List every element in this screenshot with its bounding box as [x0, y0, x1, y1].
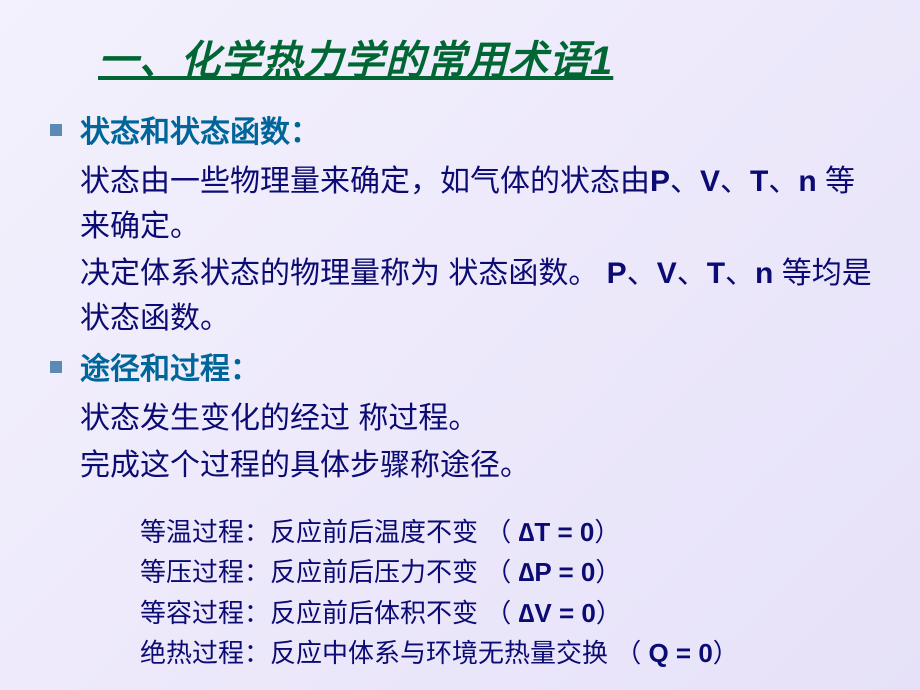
section-2-para-1: 状态发生变化的经过 称过程。 — [80, 396, 880, 441]
process-line-1: 等温过程：反应前后温度不变 （ ∆T = 0） — [140, 512, 880, 552]
process-line-4: 绝热过程：反应中体系与环境无热量交换 （ Q = 0） — [140, 633, 880, 673]
slide-title: 一、化学热力学的常用术语1 — [98, 28, 880, 86]
text: 状态由一些物理量来确定，如气体的状态由P、V、T、n 等来确定。 — [80, 165, 855, 243]
slide: 一、化学热力学的常用术语1 状态和状态函数： 状态由一些物理量来确定，如气体的状… — [0, 0, 920, 690]
section-1-para-1: 状态由一些物理量来确定，如气体的状态由P、V、T、n 等来确定。 — [80, 159, 880, 249]
process-close: ） — [595, 557, 621, 587]
process-close: ） — [596, 598, 622, 628]
bullet-icon — [50, 361, 62, 373]
process-name: 等压过程： — [140, 557, 270, 587]
process-line-2: 等压过程：反应前后压力不变 （ ∆P = 0） — [140, 552, 880, 592]
process-name: 等温过程： — [140, 517, 270, 547]
process-close: ） — [594, 517, 620, 547]
process-eq: ∆P = 0 — [511, 557, 595, 587]
process-name: 绝热过程： — [140, 638, 270, 668]
process-desc: 反应前后体积不变 （ — [270, 598, 511, 628]
process-desc: 反应中体系与环境无热量交换 （ — [270, 638, 641, 668]
process-desc: 反应前后压力不变 （ — [270, 557, 511, 587]
process-block: 等温过程：反应前后温度不变 （ ∆T = 0） 等压过程：反应前后压力不变 （ … — [140, 512, 880, 673]
process-eq: Q = 0 — [641, 638, 713, 668]
section-label-2: 途径和过程： — [80, 347, 260, 392]
section-label-1: 状态和状态函数： — [80, 110, 320, 155]
bullet-row-1: 状态和状态函数： — [40, 110, 880, 155]
text: 决定体系状态的物理量称为 状态函数。 P、V、T、n 等均是状态函数。 — [80, 257, 872, 335]
process-close: ） — [713, 638, 739, 668]
process-eq: ∆T = 0 — [511, 517, 594, 547]
section-1-para-2: 决定体系状态的物理量称为 状态函数。 P、V、T、n 等均是状态函数。 — [80, 251, 880, 341]
process-desc: 反应前后温度不变 （ — [270, 517, 511, 547]
process-eq: ∆V = 0 — [511, 598, 596, 628]
process-name: 等容过程： — [140, 598, 270, 628]
section-2-para-2: 完成这个过程的具体步骤称途径。 — [80, 443, 880, 488]
bullet-row-2: 途径和过程： — [40, 347, 880, 392]
process-line-3: 等容过程：反应前后体积不变 （ ∆V = 0） — [140, 593, 880, 633]
bullet-icon — [50, 124, 62, 136]
